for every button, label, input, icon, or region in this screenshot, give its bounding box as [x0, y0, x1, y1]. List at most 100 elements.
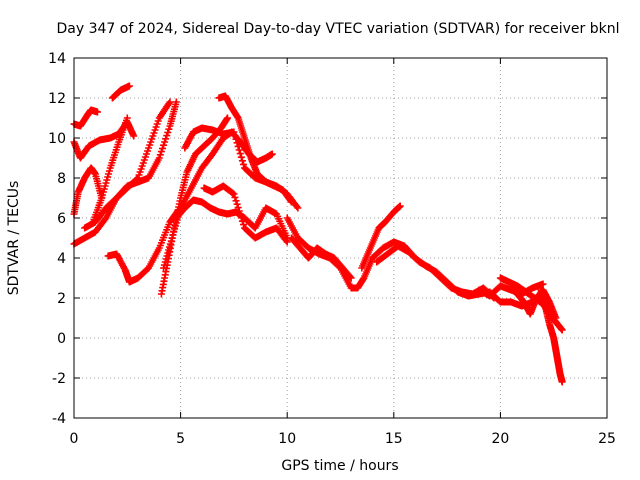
series-track-18	[373, 242, 498, 302]
series-track-17	[358, 202, 404, 272]
trace-marker	[161, 138, 169, 146]
y-tick-label: 8	[57, 171, 66, 187]
trace-marker	[268, 150, 276, 158]
series-track-12	[215, 92, 295, 206]
trace-marker	[231, 132, 239, 140]
trace-marker	[165, 125, 173, 133]
data-markers	[70, 82, 566, 386]
trace-marker	[114, 141, 122, 149]
trace-marker	[157, 148, 165, 156]
trace-marker	[182, 171, 190, 179]
trace-marker	[246, 152, 254, 160]
trace-marker	[93, 108, 101, 116]
trace-marker	[162, 135, 170, 143]
series-track-14	[200, 182, 291, 246]
trace-marker	[286, 196, 294, 204]
trace-marker	[233, 200, 241, 208]
plot-frame	[73, 57, 608, 419]
trace-marker	[235, 207, 243, 215]
trace-marker	[100, 207, 108, 215]
trace-marker	[165, 221, 173, 229]
trace-marker	[231, 193, 239, 201]
trace-marker	[541, 300, 549, 308]
trace-marker	[346, 273, 354, 281]
series-track-10	[160, 128, 276, 272]
trace-marker	[239, 160, 247, 168]
trace-marker	[164, 128, 172, 136]
trace-marker	[156, 151, 164, 159]
x-tick-label: 20	[491, 431, 509, 447]
trace-marker	[558, 377, 566, 385]
x-axis-label: GPS time / hours	[281, 458, 398, 474]
trace-marker	[345, 272, 353, 280]
trace-marker	[545, 318, 553, 326]
trace-marker	[142, 266, 150, 274]
y-tick-label: 0	[57, 331, 66, 347]
trace-marker	[125, 82, 133, 90]
trace-marker	[236, 210, 244, 218]
trace-marker	[238, 157, 246, 165]
trace-marker	[158, 144, 166, 152]
y-tick-label: -2	[52, 371, 66, 387]
trace-marker	[234, 204, 242, 212]
axis-ticks: 0 5 10 15 20 25 -4 -2 0 2 4 6 8 10 12 14	[48, 51, 616, 447]
trace-marker	[160, 141, 168, 149]
x-tick-label: 25	[598, 431, 616, 447]
trace-marker	[172, 100, 180, 108]
trace-marker	[281, 235, 289, 243]
trace-marker	[287, 197, 295, 205]
trace-marker	[558, 325, 566, 333]
chart-title: Day 347 of 2024, Sidereal Day-to-day VTE…	[57, 21, 620, 37]
trace-marker	[234, 142, 242, 150]
x-tick-label: 15	[385, 431, 403, 447]
series-track-16	[287, 234, 355, 282]
y-axis-label: SDTVAR / TECUs	[6, 181, 22, 296]
trace-marker	[232, 135, 240, 143]
trace-marker	[163, 132, 171, 140]
trace-marker	[144, 147, 152, 155]
trace-marker	[129, 131, 137, 139]
trace-marker	[240, 132, 248, 140]
trace-marker	[292, 201, 300, 209]
x-tick-label: 5	[176, 431, 185, 447]
trace-marker	[396, 203, 404, 211]
y-tick-label: 2	[57, 291, 66, 307]
trace-marker	[233, 139, 241, 147]
trace-marker	[206, 153, 214, 161]
trace-marker	[122, 116, 130, 124]
trace-marker	[229, 189, 237, 197]
y-tick-label: -4	[52, 411, 66, 427]
trace-marker	[133, 175, 141, 183]
series-track-15	[283, 214, 547, 310]
trace-marker	[538, 280, 546, 288]
trace-marker	[74, 190, 82, 198]
trace-marker	[154, 117, 162, 125]
trace-marker	[132, 176, 140, 184]
trace-marker	[236, 150, 244, 158]
trace-marker	[237, 214, 245, 222]
y-tick-label: 10	[48, 131, 66, 147]
trace-marker	[223, 115, 231, 123]
trace-marker	[551, 312, 559, 320]
trace-marker	[235, 146, 243, 154]
trace-marker	[165, 100, 173, 108]
series-track-22	[475, 280, 547, 300]
trace-marker	[186, 186, 194, 194]
series-track-21	[537, 286, 566, 386]
y-tick-label: 6	[57, 211, 66, 227]
trace-marker	[154, 246, 162, 254]
trace-marker	[167, 237, 175, 245]
y-tick-label: 4	[57, 251, 66, 267]
grid-lines	[74, 58, 607, 418]
trace-marker	[239, 221, 247, 229]
trace-marker	[232, 197, 240, 205]
trace-marker	[282, 237, 290, 245]
trace-marker	[154, 156, 162, 164]
trace-marker	[97, 196, 105, 204]
series-track-13	[172, 196, 291, 242]
trace-marker	[237, 153, 245, 161]
trace-marker	[100, 217, 108, 225]
x-tick-label: 10	[278, 431, 296, 447]
trace-marker	[365, 246, 373, 254]
